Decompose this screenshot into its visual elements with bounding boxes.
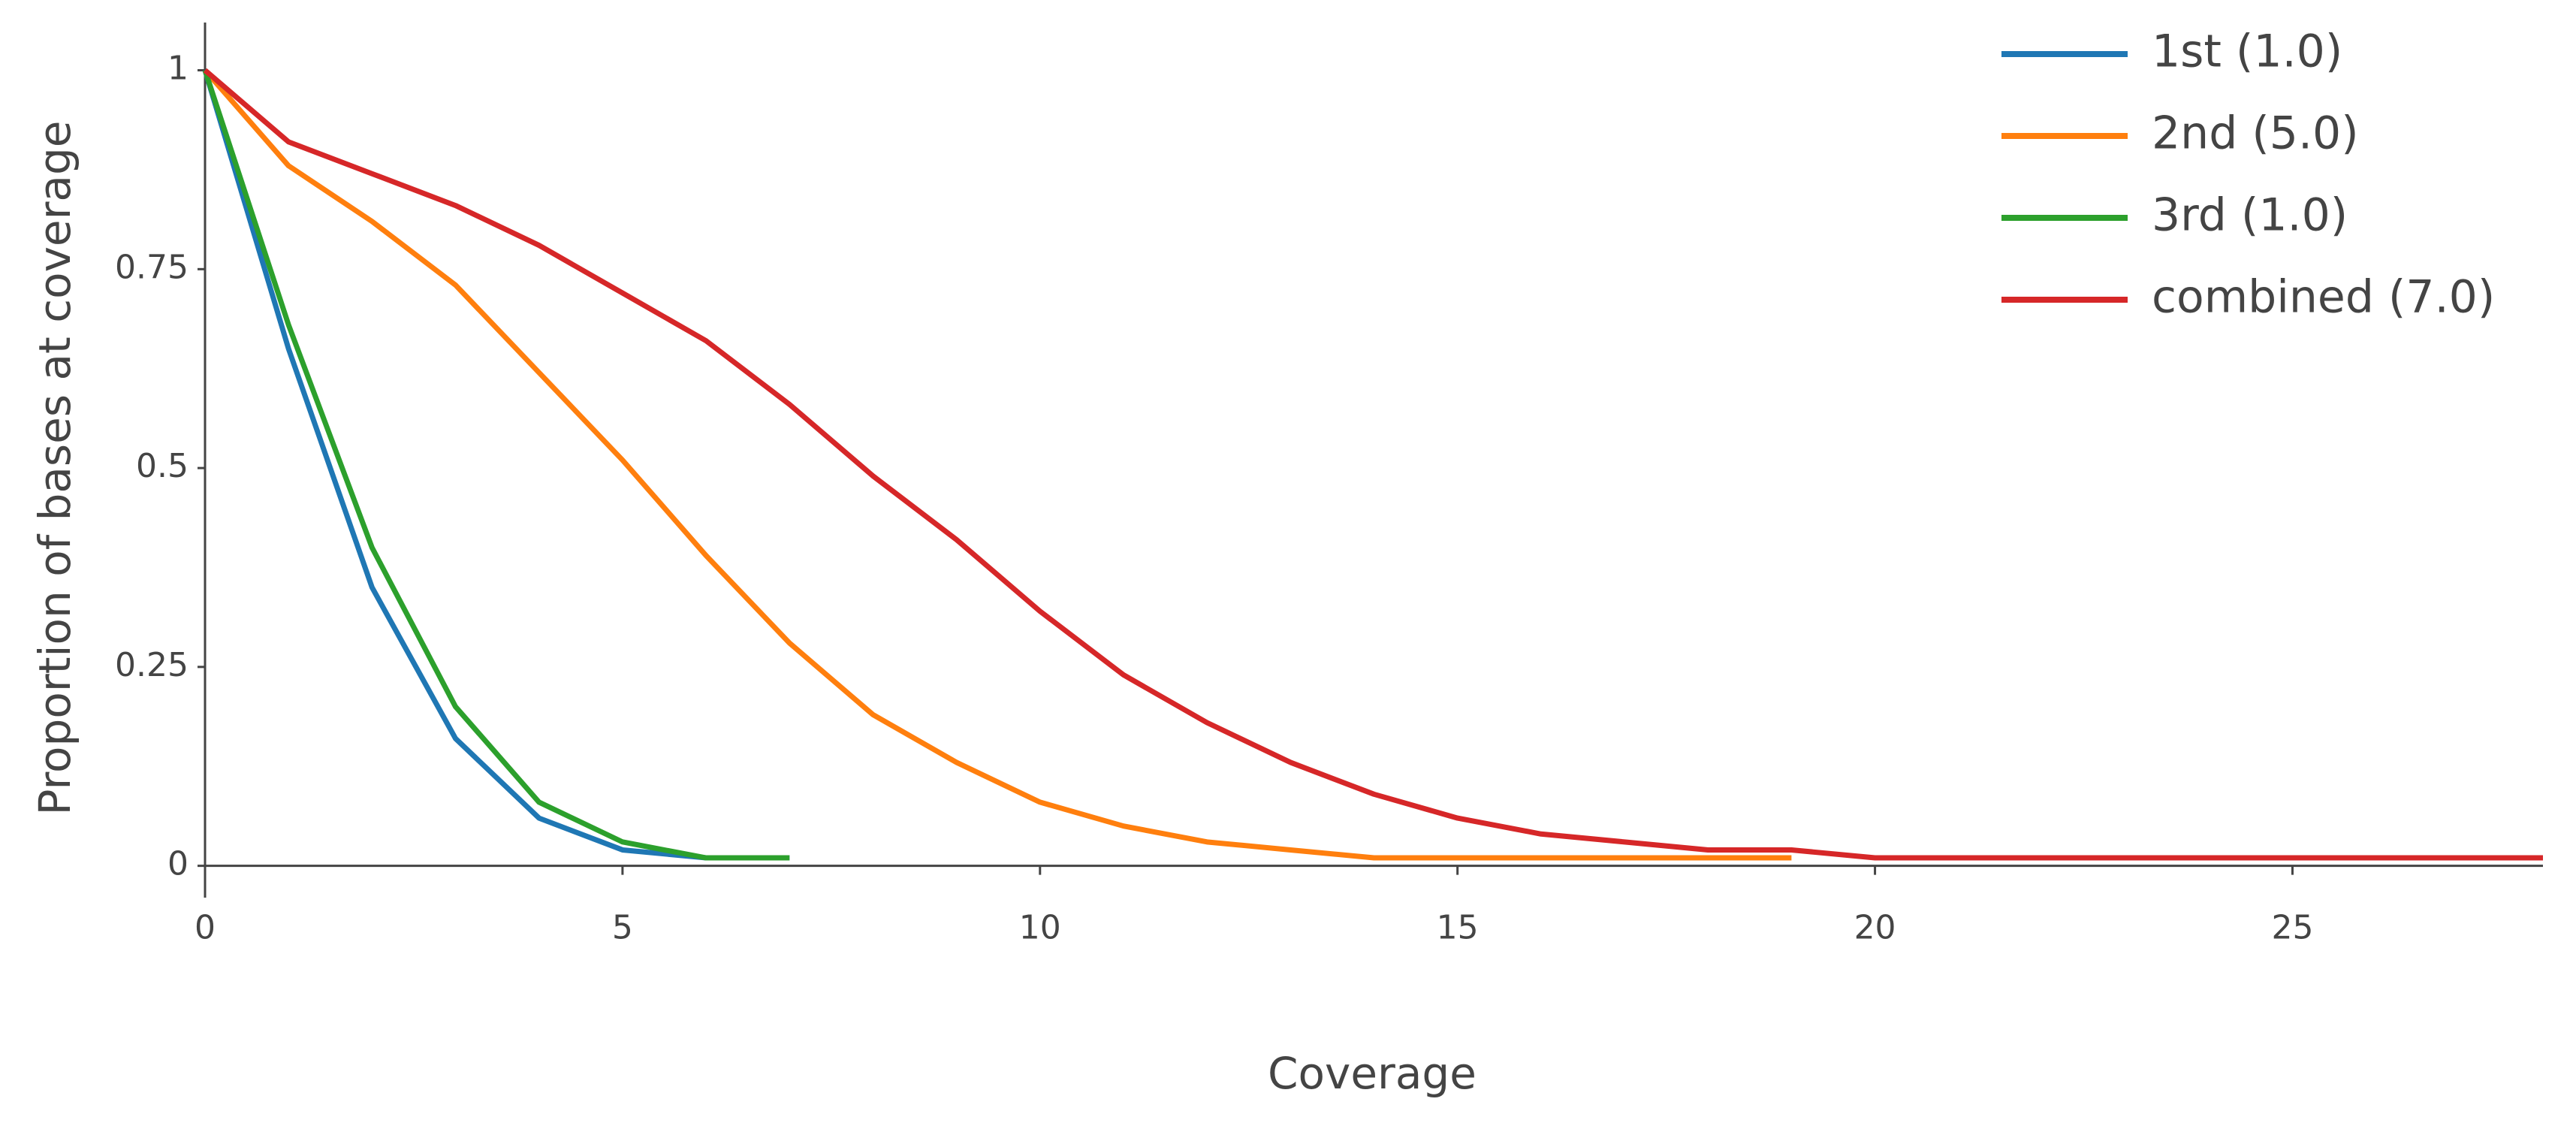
legend-label: 3rd (1.0)	[2152, 189, 2348, 242]
series-line	[203, 68, 2543, 861]
y-tick-label: 0	[167, 845, 189, 883]
x-axis-title: Coverage	[1268, 1048, 1477, 1099]
series-line	[202, 69, 790, 861]
x-tick-label: 20	[1854, 909, 1896, 947]
x-tick-label: 0	[195, 909, 216, 947]
x-tick-label: 10	[1019, 909, 1061, 947]
y-axis-title: Proportion of bases at coverage	[29, 121, 80, 816]
x-tick-label: 25	[2271, 909, 2313, 947]
y-tick-label: 0.5	[136, 447, 189, 485]
y-tick-label: 1	[167, 50, 189, 88]
series-line	[203, 68, 1792, 861]
y-tick-label: 0.75	[115, 248, 189, 286]
x-tick-label: 5	[612, 909, 633, 947]
x-tick-label: 15	[1437, 909, 1479, 947]
series-line	[202, 69, 790, 861]
y-tick-label: 0.25	[115, 646, 189, 684]
legend-label: 1st (1.0)	[2152, 26, 2342, 78]
legend-label: 2nd (5.0)	[2152, 107, 2359, 160]
legend-label: combined (7.0)	[2152, 271, 2495, 324]
